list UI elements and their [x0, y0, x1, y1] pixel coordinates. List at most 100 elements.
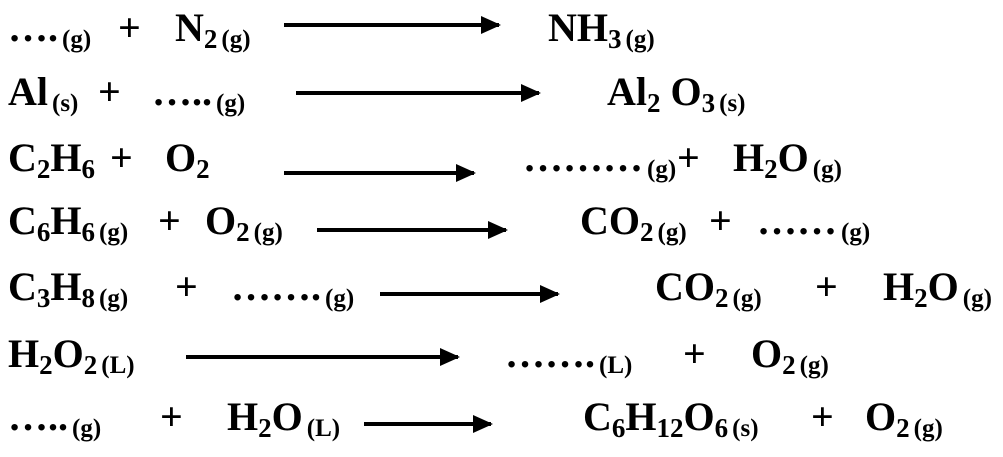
equation-row: C3H8 (g) +……. (g) CO2 (g) + H2O (g) — [0, 267, 1003, 327]
state-label: (g) — [913, 415, 943, 442]
subscript: 2 — [896, 413, 910, 443]
product: O2 (g) — [865, 397, 943, 442]
subscript: 2 — [39, 350, 53, 380]
formula-text: O — [927, 264, 959, 309]
equation-row: ….. (g) + H2O (L) C6H12O6 (s) + O2 (g) — [0, 397, 1003, 457]
formula-text: O — [52, 331, 84, 376]
state-label: (g) — [799, 352, 829, 379]
state-label: (g) — [62, 26, 92, 53]
formula-text: O — [683, 394, 715, 439]
state-label: (g) — [221, 26, 251, 53]
reactant: ……. (g) — [231, 264, 354, 312]
subscript: 2 — [203, 24, 218, 54]
equation-row: C2H6 + O2……… (g) + H2O (g) — [0, 138, 1003, 198]
formula-text: Al — [8, 69, 48, 114]
formula-text: H — [50, 198, 82, 243]
subscript: 8 — [81, 283, 96, 313]
reaction-arrow-icon — [284, 164, 476, 182]
subscript: 2 — [196, 154, 210, 184]
state-label: (s) — [719, 90, 746, 117]
subscript: 6 — [714, 413, 729, 443]
subscript: 6 — [81, 154, 96, 184]
reactant: Al (s) — [8, 69, 78, 117]
equations-worksheet: { "equations": [ { "reactants": [ {"form… — [0, 7, 1003, 442]
plus-sign: + — [110, 135, 133, 180]
subscript: 2 — [764, 154, 778, 184]
reactant: ….. (g) — [152, 69, 246, 117]
formula-text: O — [271, 394, 303, 439]
formula-text: CO — [655, 264, 715, 309]
subscript: 12 — [656, 413, 684, 443]
formula-text: H — [883, 264, 915, 309]
formula-text: …… — [757, 198, 837, 243]
formula-text: C — [8, 135, 37, 180]
state-label: (L) — [101, 352, 135, 379]
subscript: 2 — [640, 217, 654, 247]
product: ……… (g) — [523, 138, 677, 183]
reactant: N2 (g) — [175, 8, 251, 53]
state-label: (g) — [216, 90, 246, 117]
formula-text: C — [8, 264, 37, 309]
subscript: 6 — [81, 217, 96, 247]
plus-sign: + — [683, 331, 706, 376]
formula-text: ….. — [8, 394, 68, 439]
state-label: (g) — [647, 156, 677, 183]
product: ……. (L) — [505, 331, 632, 379]
formula-text: O — [751, 331, 783, 376]
formula-text: ……. — [231, 264, 321, 309]
subscript: 6 — [611, 413, 626, 443]
plus-sign: + — [160, 394, 183, 439]
formula-text: C — [8, 198, 37, 243]
state-label: (g) — [657, 219, 687, 246]
formula-text: CO — [580, 198, 640, 243]
formula-text: O — [777, 135, 809, 180]
product: NH3 (g) — [548, 8, 655, 53]
reaction-arrow-icon — [317, 221, 508, 239]
reaction-arrow-icon — [296, 84, 541, 102]
subscript: 2 — [258, 413, 272, 443]
formula-text: C — [583, 394, 612, 439]
reaction-arrow-icon — [364, 415, 493, 433]
state-label: (g) — [812, 156, 842, 183]
formula-text: …. — [8, 5, 58, 50]
state-label: (g) — [625, 26, 655, 53]
reactant: C6H6 (g) — [8, 201, 128, 246]
subscript: 2 — [236, 217, 250, 247]
reactant: O2 — [165, 138, 210, 183]
subscript: 2 — [715, 283, 729, 313]
plus-sign: + — [118, 5, 141, 50]
equation-row: C6H6 (g) + O2 (g) CO2 (g) +…… (g) — [0, 201, 1003, 261]
plus-sign: + — [709, 198, 732, 243]
subscript: 2 — [914, 283, 928, 313]
reactant: H2O2 (L) — [8, 334, 135, 379]
product: H2O (g) — [733, 138, 842, 183]
plus-sign: + — [158, 198, 181, 243]
reactant: C2H6 — [8, 138, 95, 183]
subscript: 6 — [36, 217, 51, 247]
plus-sign: + — [815, 264, 838, 309]
equation-row: …. (g) + N2 (g) NH3 (g) — [0, 8, 1003, 68]
state-label: (s) — [732, 415, 759, 442]
formula-text: O — [205, 198, 237, 243]
product: CO2 (g) — [655, 267, 762, 312]
formula-text: Al — [607, 69, 647, 114]
subscript: 3 — [36, 283, 51, 313]
formula-text: ……. — [505, 331, 595, 376]
state-label: (L) — [306, 415, 341, 442]
reaction-arrow-icon — [380, 285, 560, 303]
subscript: 2 — [782, 350, 796, 380]
state-label: (g) — [72, 415, 102, 442]
formula-text: ….. — [152, 69, 212, 114]
state-label: (g) — [253, 219, 283, 246]
formula-text: NH — [548, 5, 608, 50]
formula-text: O — [865, 394, 897, 439]
plus-sign: + — [677, 135, 700, 180]
equation-row: H2O2 (L)……. (L) + O2 (g) — [0, 334, 1003, 394]
subscript: 2 — [647, 88, 661, 118]
state-label: (g) — [99, 219, 129, 246]
reactant: …. (g) — [8, 5, 92, 53]
state-label: (g) — [841, 219, 871, 246]
reactant: O2 (g) — [205, 201, 283, 246]
formula-text: H — [625, 394, 657, 439]
reactant: H2O (L) — [227, 397, 340, 442]
